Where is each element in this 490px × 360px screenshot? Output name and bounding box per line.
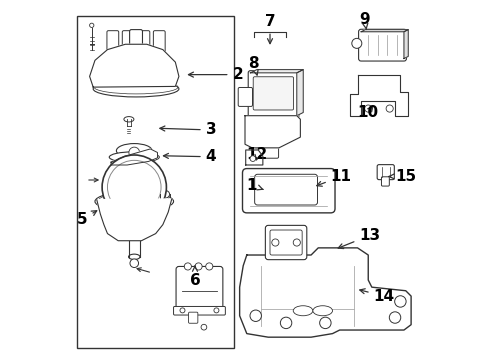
FancyBboxPatch shape: [243, 168, 335, 213]
Circle shape: [206, 263, 213, 270]
Text: 7: 7: [265, 14, 275, 44]
FancyBboxPatch shape: [270, 230, 302, 255]
Text: 15: 15: [389, 169, 416, 184]
Ellipse shape: [93, 81, 179, 97]
Text: 9: 9: [359, 12, 370, 30]
FancyBboxPatch shape: [153, 31, 165, 52]
Circle shape: [390, 312, 401, 323]
Polygon shape: [361, 30, 408, 32]
FancyBboxPatch shape: [253, 77, 294, 110]
Circle shape: [250, 310, 262, 321]
Circle shape: [272, 239, 279, 246]
Circle shape: [267, 140, 273, 145]
FancyBboxPatch shape: [248, 71, 299, 118]
Circle shape: [130, 259, 139, 267]
Circle shape: [102, 155, 167, 219]
FancyBboxPatch shape: [189, 312, 198, 323]
FancyBboxPatch shape: [173, 306, 225, 315]
Bar: [77, 16, 234, 348]
FancyBboxPatch shape: [359, 29, 407, 61]
FancyBboxPatch shape: [138, 31, 150, 52]
FancyBboxPatch shape: [256, 145, 279, 158]
FancyBboxPatch shape: [130, 30, 143, 50]
Polygon shape: [297, 69, 303, 116]
Polygon shape: [250, 69, 303, 73]
Text: 11: 11: [317, 169, 352, 186]
Text: 5: 5: [77, 211, 97, 227]
Text: 1: 1: [247, 178, 263, 193]
FancyBboxPatch shape: [176, 266, 223, 311]
Text: 4: 4: [164, 149, 216, 164]
Circle shape: [184, 263, 192, 270]
Ellipse shape: [293, 306, 313, 316]
FancyBboxPatch shape: [266, 225, 307, 260]
Circle shape: [250, 135, 258, 143]
Text: 8: 8: [248, 57, 259, 75]
Text: 10: 10: [358, 105, 379, 120]
Ellipse shape: [124, 117, 134, 122]
Text: 6: 6: [190, 266, 200, 288]
Ellipse shape: [117, 144, 152, 158]
Polygon shape: [245, 150, 263, 165]
Circle shape: [180, 308, 185, 313]
Circle shape: [352, 39, 362, 48]
Polygon shape: [111, 149, 157, 165]
FancyBboxPatch shape: [377, 165, 394, 180]
Circle shape: [107, 160, 161, 214]
Circle shape: [293, 239, 300, 246]
FancyBboxPatch shape: [122, 31, 134, 52]
Ellipse shape: [123, 208, 145, 219]
Text: 3: 3: [160, 122, 216, 138]
Circle shape: [386, 105, 393, 112]
Polygon shape: [404, 30, 408, 59]
Text: 12: 12: [247, 148, 268, 162]
Circle shape: [365, 105, 372, 112]
Polygon shape: [97, 199, 172, 241]
Ellipse shape: [313, 306, 333, 316]
Circle shape: [90, 23, 94, 27]
Text: 14: 14: [360, 289, 395, 303]
FancyBboxPatch shape: [107, 31, 119, 52]
Polygon shape: [90, 44, 179, 87]
Circle shape: [129, 147, 140, 158]
FancyBboxPatch shape: [238, 87, 252, 107]
Polygon shape: [245, 116, 300, 148]
Circle shape: [280, 317, 292, 329]
Circle shape: [250, 156, 256, 161]
Ellipse shape: [160, 190, 170, 198]
Circle shape: [195, 263, 202, 270]
Text: 2: 2: [189, 67, 243, 82]
Circle shape: [214, 308, 219, 313]
Text: 13: 13: [338, 228, 380, 248]
Ellipse shape: [95, 192, 173, 211]
Ellipse shape: [109, 152, 159, 162]
FancyBboxPatch shape: [255, 174, 318, 205]
Ellipse shape: [128, 254, 140, 260]
Circle shape: [394, 296, 406, 307]
Circle shape: [201, 324, 207, 330]
FancyBboxPatch shape: [381, 177, 390, 186]
Circle shape: [319, 317, 331, 329]
Polygon shape: [240, 248, 411, 337]
Circle shape: [130, 210, 139, 218]
Polygon shape: [350, 75, 408, 116]
